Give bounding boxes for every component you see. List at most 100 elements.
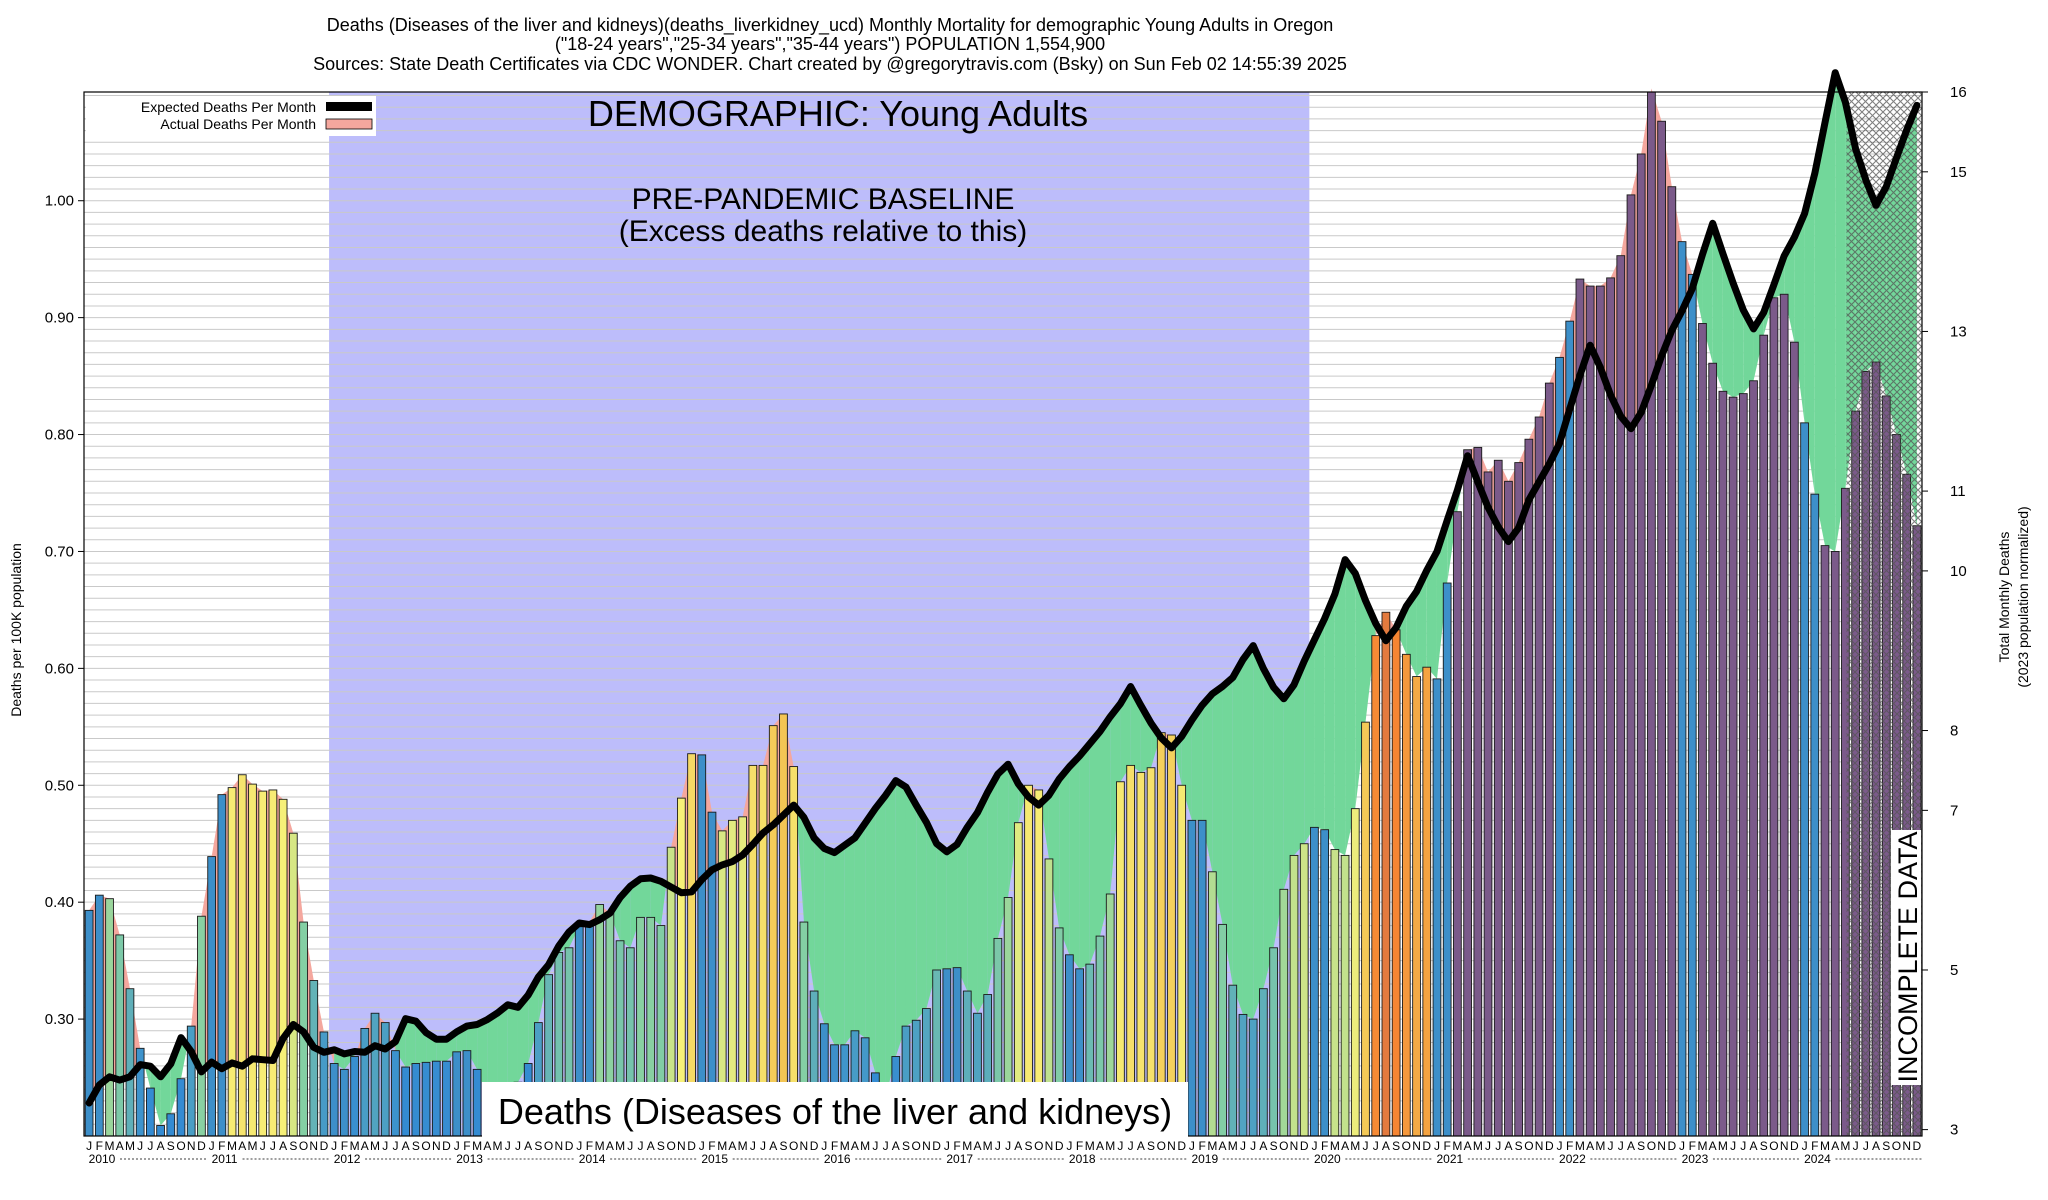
cause-annotation: Deaths (Diseases of the liver and kidney… [498,1091,1172,1132]
actual-bar [1238,1013,1248,1137]
x-month-label: F [1076,1139,1083,1153]
actual-bar [1126,764,1135,1137]
x-month-label: S [1637,1139,1645,1153]
actual-bar [278,798,288,1137]
actual-bar [105,898,114,1137]
x-month-label: A [1586,1139,1594,1153]
fill-segment [1794,213,1805,423]
x-month-label: O [1524,1139,1533,1153]
x-month-label: J [1853,1139,1859,1153]
x-month-label: J [1189,1139,1195,1153]
x-month-label: M [370,1139,380,1153]
actual-bar [1218,923,1227,1137]
actual-bar [779,713,788,1137]
x-month-label: A [1014,1139,1022,1153]
y2-tick-label: 11 [1950,483,1966,500]
x-month-label: J [872,1139,878,1153]
demographic-annotation: DEMOGRAPHIC: Young Adults [588,93,1088,134]
x-month-label: J [1362,1139,1368,1153]
x-month-label: O [666,1139,675,1153]
x-month-label: F [1198,1139,1205,1153]
actual-bar [462,1050,472,1137]
x-year-label: 2010 [89,1152,116,1166]
x-month-label: M [1820,1139,1830,1153]
fill-segment [650,877,661,926]
actual-bar [1422,666,1432,1137]
x-month-label: M [125,1139,135,1153]
actual-bar [1197,819,1207,1137]
fill-segment [865,808,876,1073]
actual-bar [1790,341,1799,1137]
x-month-label: F [953,1139,960,1153]
actual-bar [1657,120,1666,1137]
x-year-label: 2022 [1559,1152,1586,1166]
actual-bar [1299,843,1309,1137]
actual-bar [1310,826,1319,1137]
x-month-label: J [505,1139,511,1153]
legend-actual-label: Actual Deaths Per Month [160,116,316,132]
x-month-label: A [647,1139,655,1153]
fill-segment [150,1066,161,1126]
x-month-label: N [1167,1139,1176,1153]
y2-tick-label: 7 [1950,802,1958,819]
actual-bar [1167,734,1176,1137]
x-month-label: M [1840,1139,1850,1153]
y-tick-label: 0.30 [45,1011,74,1028]
actual-bar [1749,380,1758,1137]
x-month-label: A [892,1139,900,1153]
actual-bar [115,934,125,1137]
fill-segment [620,886,631,948]
legend-expected-swatch [326,102,372,111]
fill-segment [814,837,825,1024]
fill-segment [528,977,539,1064]
x-month-label: A [973,1139,981,1153]
fill-segment [497,1004,508,1103]
x-month-label: N [432,1139,441,1153]
x-month-label: S [412,1139,420,1153]
actual-bar [758,764,768,1137]
x-month-label: J [1117,1139,1123,1153]
fill-segment [170,1037,182,1114]
x-month-label: J [1373,1139,1379,1153]
x-month-label: N [677,1139,686,1153]
x-month-label: M [1330,1139,1340,1153]
y2-tick-label: 15 [1950,164,1967,181]
x-month-label: J [1250,1139,1256,1153]
x-month-label: S [1760,1139,1768,1153]
x-month-label: F [1811,1139,1818,1153]
actual-bar [248,783,257,1137]
actual-bar [1514,462,1524,1137]
x-year-label: 2013 [456,1152,483,1166]
y2-axis-label-line1: Total Monthly Deaths [1996,532,2012,663]
grid-lines [84,95,1922,1125]
actual-bar [1391,629,1401,1137]
fill-segment [1334,559,1346,856]
x-month-label: O [1892,1139,1901,1153]
y-tick-label: 0.90 [45,310,74,327]
actual-bar [1800,422,1809,1137]
fill-segment [1079,743,1090,969]
fill-segment [1304,639,1315,844]
x-month-label: J [382,1139,388,1153]
x-month-label: D [565,1139,574,1153]
x-month-label: J [1434,1139,1440,1153]
fill-segment [1110,703,1121,894]
actual-bar [370,1012,380,1137]
x-month-label: D [1545,1139,1554,1153]
fill-segment [466,1024,478,1070]
x-month-label: S [779,1139,787,1153]
fill-segment [609,897,621,941]
x-month-label: J [1005,1139,1011,1153]
x-month-label: A [1341,1139,1349,1153]
x-month-label: A [851,1139,859,1153]
x-month-label: S [1392,1139,1400,1153]
actual-bar [360,1027,370,1137]
y2-axis-label-line2: (2023 population normalized) [2015,506,2031,687]
x-month-label: J [1740,1139,1746,1153]
fill-segment [967,812,978,1014]
x-month-label: F [1321,1139,1328,1153]
actual-bar [1759,334,1769,1137]
actual-bar [197,915,206,1137]
x-month-label: S [1882,1139,1890,1153]
actual-bar [1647,91,1656,1137]
